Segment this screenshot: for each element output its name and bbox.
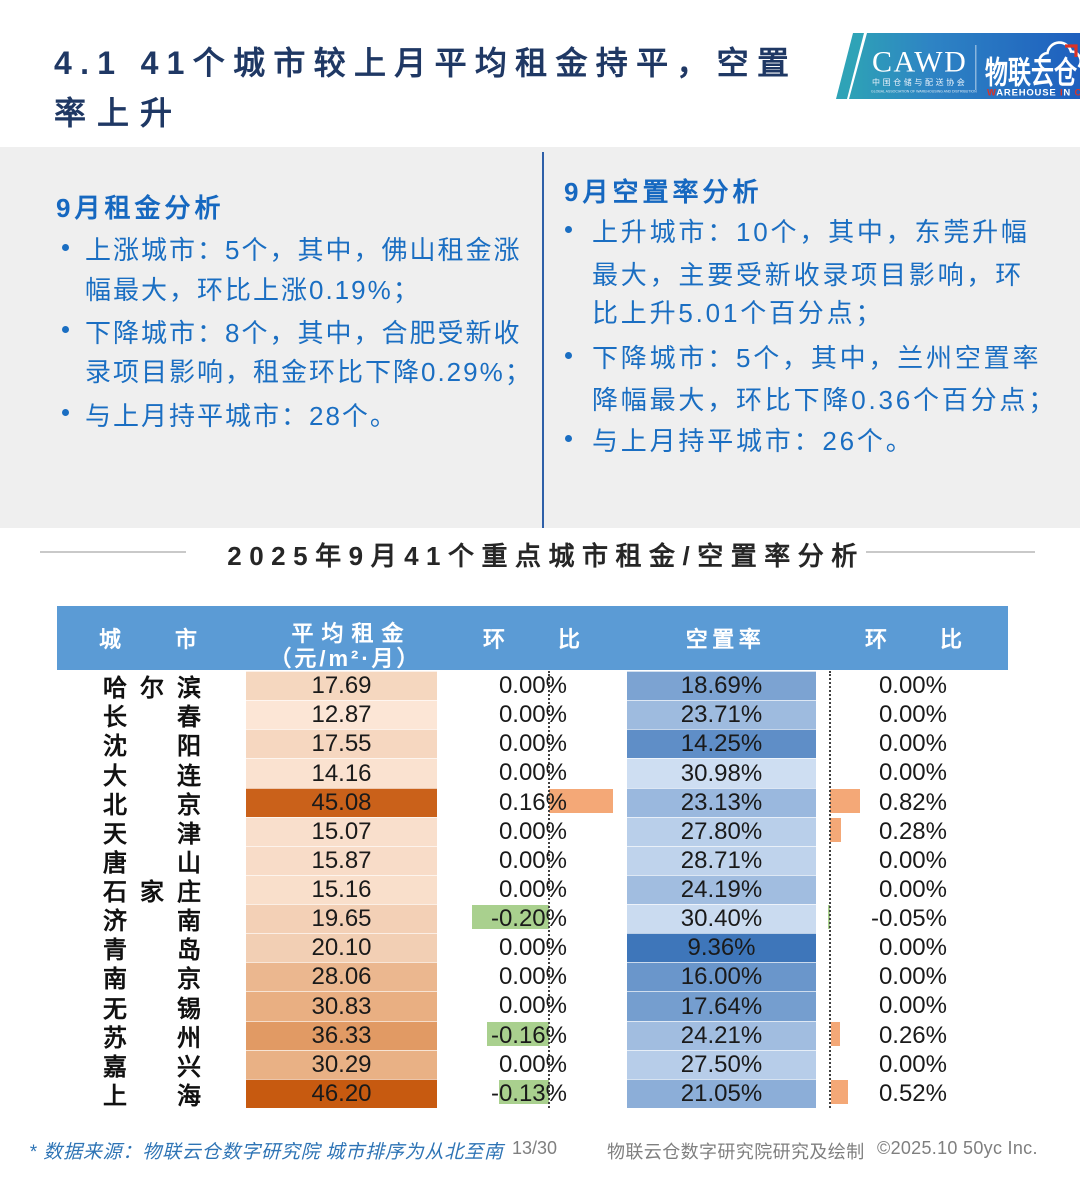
svg-text:WAREHOUSE IN CLOUD: WAREHOUSE IN CLOUD: [987, 88, 1080, 99]
svg-text:GLOBAL ASSOCIATION OF WAREHOUS: GLOBAL ASSOCIATION OF WAREHOUSING AND DI…: [871, 90, 977, 94]
svg-text:物联云仓: 物联云仓: [985, 56, 1078, 91]
svg-text:中国仓储与配送协会: 中国仓储与配送协会: [872, 77, 967, 87]
svg-text:CAWD: CAWD: [872, 46, 967, 79]
